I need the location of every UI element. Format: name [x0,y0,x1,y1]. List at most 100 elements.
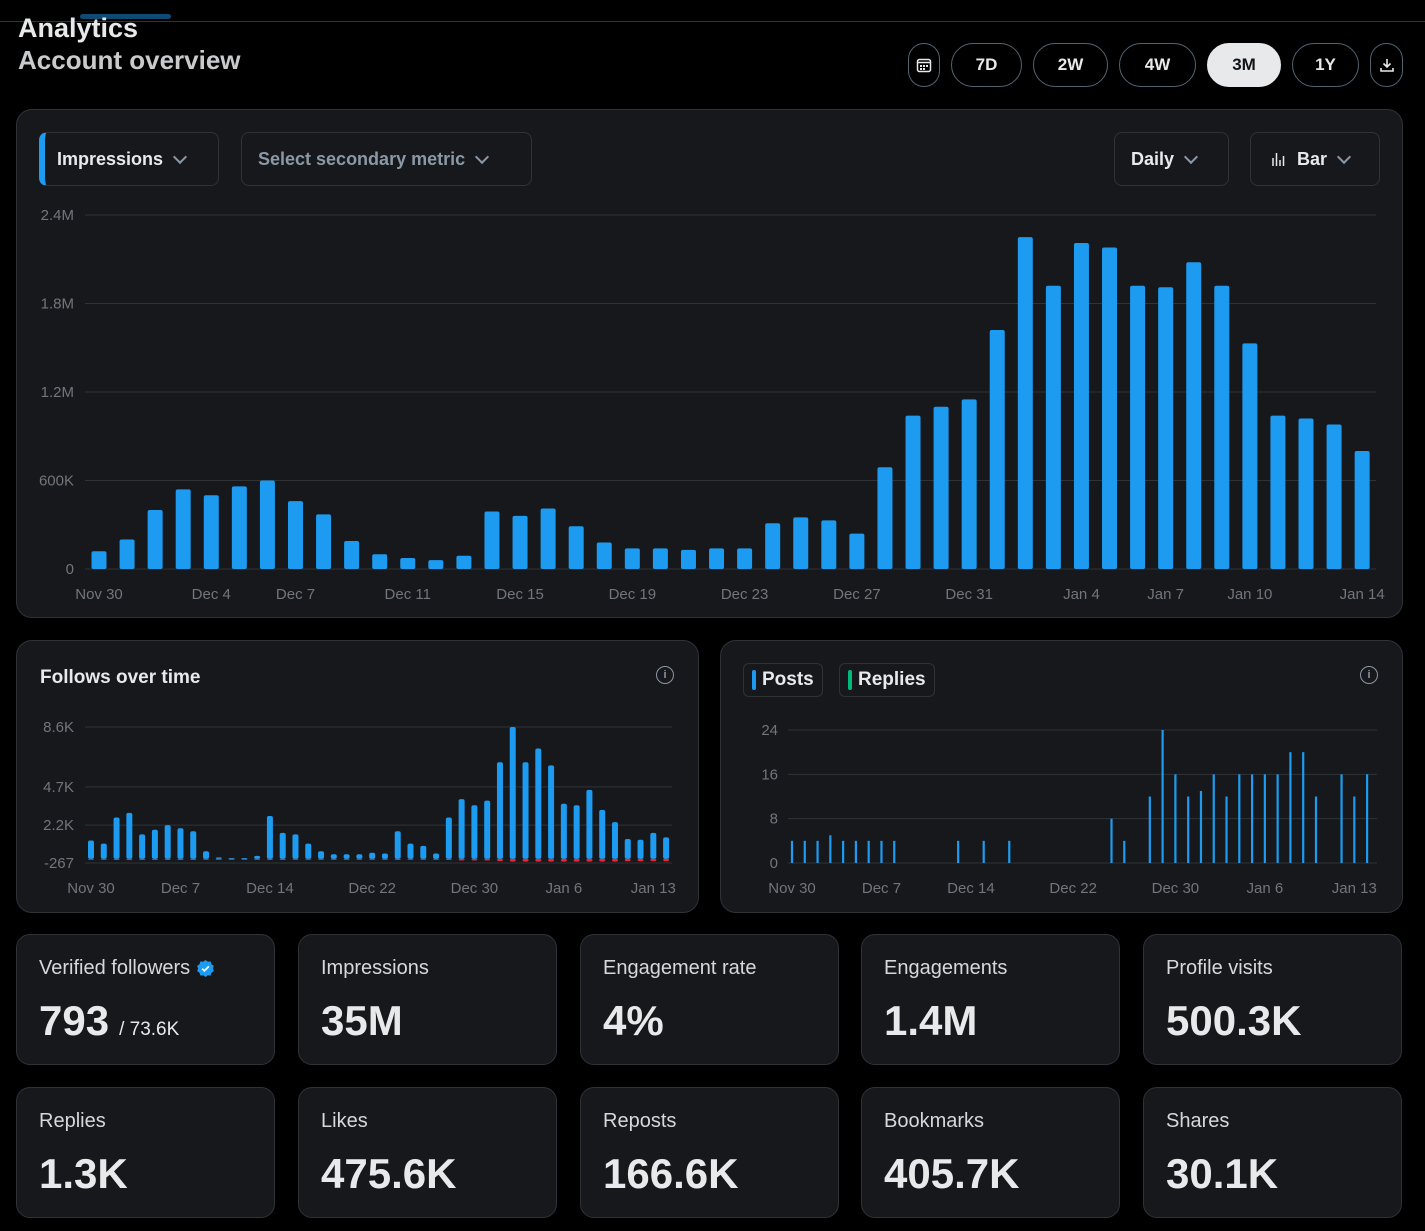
x-tick-label: Dec 15 [496,586,544,603]
bar [344,540,360,569]
bar [637,839,644,859]
bar [126,812,133,859]
secondary-metric-dropdown[interactable]: Select secondary metric [241,132,532,186]
page-title: Analytics [18,13,139,43]
stat-card-likes[interactable]: Likes 475.6K [298,1087,557,1218]
stat-label: Reposts [603,1110,677,1132]
bar [535,858,542,862]
bar [420,845,427,859]
stat-card-replies[interactable]: Replies 1.3K [16,1087,275,1218]
bar [1353,796,1356,863]
bar [586,789,593,859]
bar [1238,774,1241,863]
bar [709,548,725,569]
stat-card-bookmarks[interactable]: Bookmarks 405.7K [861,1087,1120,1218]
range-3m-button[interactable]: 3M [1207,43,1281,87]
stat-value: 475.6K [321,1150,457,1197]
bar [535,748,542,859]
bar [893,840,896,863]
y-tick-label: 8 [770,811,778,828]
bar [652,548,668,569]
legend-replies[interactable]: Replies [839,663,935,697]
stat-card-engagements[interactable]: Engagements 1.4M [861,934,1120,1065]
bar [369,852,376,859]
bar [420,858,427,860]
bar [190,831,197,859]
range-2w-button[interactable]: 2W [1033,43,1108,87]
bar [445,817,452,859]
bar [816,840,819,863]
bar [113,858,120,860]
bar [989,330,1005,569]
bar [292,858,299,860]
stat-card-engagement-rate[interactable]: Engagement rate 4% [580,934,839,1065]
range-7d-button[interactable]: 7D [951,43,1022,87]
x-tick-label: Dec 30 [451,880,499,897]
posts-swatch [752,670,756,690]
bar [1270,415,1286,569]
bar [147,510,163,569]
x-tick-label: Jan 4 [1063,586,1100,603]
bar [164,858,171,860]
legend-replies-label: Replies [858,669,926,690]
bar [456,555,472,569]
info-icon[interactable]: i [656,666,674,684]
bar [458,799,465,859]
calendar-button[interactable] [908,43,940,87]
legend-posts[interactable]: Posts [743,663,823,697]
x-tick-label: Jan 6 [546,880,583,897]
chart-type-dropdown[interactable]: Bar [1250,132,1380,186]
bar [803,840,806,863]
bar [957,840,960,863]
primary-metric-dropdown[interactable]: Impressions [39,132,219,186]
x-tick-label: Nov 30 [768,880,816,897]
bar [1123,840,1126,863]
bar [151,829,158,859]
bar [496,858,503,862]
stat-card-shares[interactable]: Shares 30.1K [1143,1087,1402,1218]
bar [1102,247,1118,569]
bar [445,858,452,860]
stat-card-impressions[interactable]: Impressions 35M [298,934,557,1065]
follows-title: Follows over time [40,667,201,688]
bar [394,831,401,859]
download-button[interactable] [1370,43,1403,87]
bar [356,854,363,859]
bar [400,557,416,569]
info-icon[interactable]: i [1360,666,1378,684]
stat-card-profile-visits[interactable]: Profile visits 500.3K [1143,934,1402,1065]
x-tick-label: Nov 30 [75,586,123,603]
bar [650,832,657,859]
stat-card-reposts[interactable]: Reposts 166.6K [580,1087,839,1218]
bar [343,854,350,859]
tab-indicator [80,14,171,19]
bar [1242,343,1258,569]
bar [568,526,584,569]
bar [228,858,235,860]
bar [177,828,184,859]
range-4w-button[interactable]: 4W [1119,43,1196,87]
bar [279,832,286,859]
x-tick-label: Dec 7 [862,880,901,897]
stat-value: 405.7K [884,1150,1020,1197]
replies-swatch [848,670,852,690]
bar [1263,774,1266,863]
range-1y-button[interactable]: 1Y [1292,43,1359,87]
bar [1354,451,1370,569]
bar [1008,840,1011,863]
bar [1250,774,1254,863]
bar [484,511,500,569]
bar [113,817,120,859]
bar [1161,730,1164,863]
x-tick-label: Dec 30 [1152,880,1200,897]
stat-label: Likes [321,1110,368,1132]
bar [203,495,219,569]
x-tick-label: Jan 13 [631,880,676,897]
stat-card-verified-followers[interactable]: Verified followers 793/ 73.6K [16,934,275,1065]
bar [1045,285,1061,569]
bar [854,840,857,863]
bar [266,815,273,859]
chart-type-label: Bar [1297,148,1328,169]
y-tick-label: 24 [761,722,778,739]
interval-dropdown[interactable]: Daily [1114,132,1229,186]
